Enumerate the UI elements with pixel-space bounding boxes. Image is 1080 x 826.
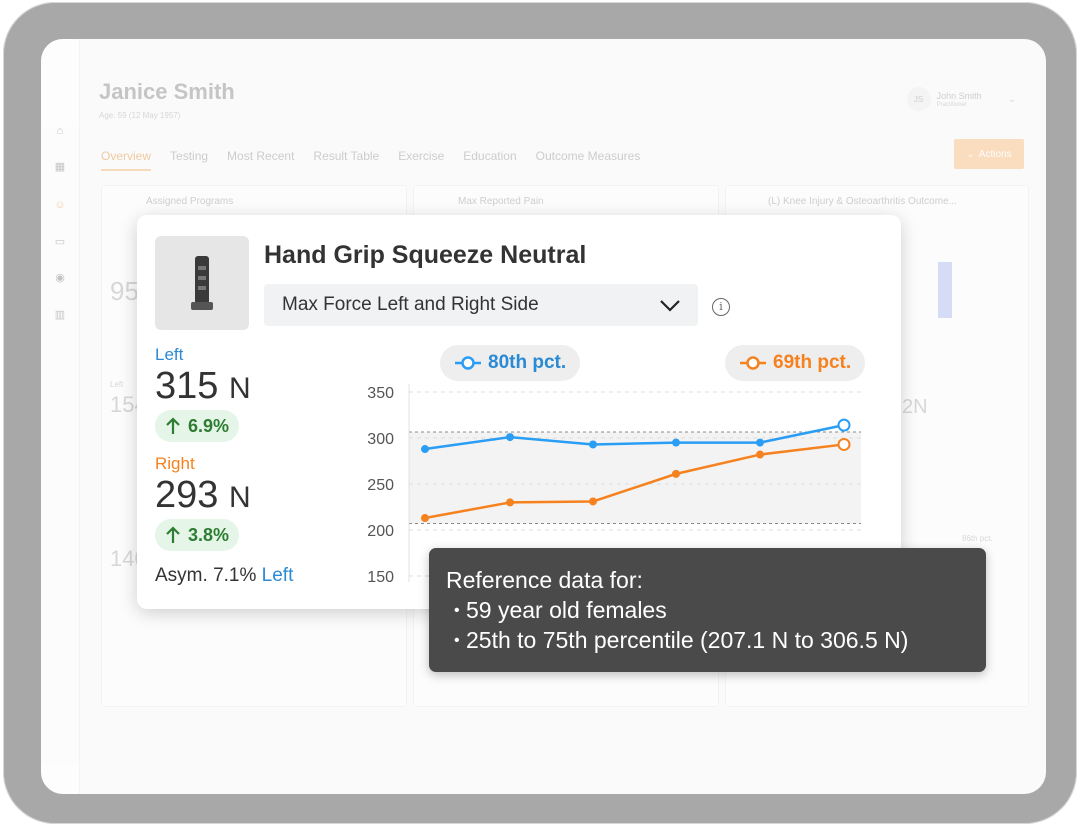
right-value-number: 293: [155, 474, 219, 516]
ghost-pct: 86th pct.: [962, 534, 993, 543]
tab-education[interactable]: Education: [463, 149, 517, 163]
left-value-number: 315: [155, 365, 219, 407]
card-title: (L) Knee Injury & Osteoarthritis Outcome…: [768, 196, 957, 207]
left-change: 6.9%: [188, 415, 230, 436]
exercise-title: Hand Grip Squeeze Neutral: [264, 241, 587, 269]
patient-subtitle: Age: 59 (12 May 1957): [99, 111, 181, 120]
right-label: Right: [155, 454, 195, 473]
right-percentile-badge[interactable]: 69th pct.: [725, 345, 866, 381]
left-value-unit: N: [228, 372, 251, 405]
tab-exercise[interactable]: Exercise: [398, 149, 445, 163]
asymmetry-value: 7.1%: [213, 565, 257, 586]
data-point-right: [421, 514, 429, 523]
sidebar: ⌂ ▦ ☺ ▭ ◉ ▥: [41, 39, 80, 794]
chevron-down-icon: ⌄: [966, 148, 975, 160]
chevron-down-icon: ⌄: [1007, 93, 1016, 105]
actions-label: Actions: [978, 148, 1012, 160]
right-value: 293 N: [155, 474, 251, 517]
right-change-badge: 3.8%: [155, 519, 240, 551]
data-point-left: [589, 440, 597, 449]
left-value: 315 N: [155, 365, 251, 408]
data-point-left: [506, 433, 514, 442]
right-series-marker-icon: [740, 356, 766, 370]
data-point-right: [672, 469, 680, 478]
tab-most-recent[interactable]: Most Recent: [227, 149, 295, 163]
arrow-up-icon: [166, 417, 180, 434]
y-tick-label: 300: [367, 431, 394, 448]
series-line-right: [424, 443, 845, 520]
data-point-left: [837, 418, 851, 432]
left-percentile-badge[interactable]: 80th pct.: [440, 345, 581, 381]
asymmetry-label: Asym.: [155, 565, 208, 586]
right-percentile: 69th pct.: [773, 352, 852, 373]
user-menu[interactable]: JS John Smith Practitioner ⌄: [906, 87, 1016, 111]
data-point-right: [589, 497, 597, 506]
left-change-badge: 6.9%: [155, 410, 240, 442]
data-point-right: [506, 498, 514, 507]
bullet-icon: •: [454, 602, 460, 619]
info-icon[interactable]: i: [712, 298, 730, 316]
asymmetry-side: Left: [261, 565, 294, 586]
card-title: Assigned Programs: [146, 196, 234, 207]
bullet-icon: •: [454, 632, 460, 649]
calendar-icon[interactable]: ▭: [54, 236, 66, 248]
patient-name: Janice Smith: [99, 79, 235, 104]
user-role: Practitioner: [936, 101, 967, 108]
grid-icon[interactable]: ▦: [54, 161, 66, 173]
left-percentile: 80th pct.: [488, 352, 567, 373]
reference-band: [409, 432, 861, 524]
tooltip-line-2-text: 25th to 75th percentile (207.1 N to 306.…: [466, 627, 909, 653]
grip-device-icon: [191, 256, 213, 310]
reference-tooltip: Reference data for: • 59 year old female…: [429, 548, 986, 672]
tab-overview[interactable]: Overview: [101, 149, 152, 171]
y-tick-label: 200: [367, 523, 394, 540]
user-name: John Smith: [936, 90, 982, 101]
y-tick-label: 350: [367, 385, 394, 402]
data-point-right: [837, 437, 851, 451]
tooltip-line-1-text: 59 year old females: [466, 597, 667, 623]
series-line-left: [424, 423, 845, 451]
tab-result-table[interactable]: Result Table: [313, 149, 380, 163]
avatar: JS: [906, 87, 931, 111]
chevron-down-icon: [660, 300, 680, 312]
data-point-right: [756, 450, 764, 459]
y-tick-label: 250: [367, 477, 394, 494]
tooltip-line-2: • 25th to 75th percentile (207.1 N to 30…: [454, 627, 908, 654]
metric-select-value: Max Force Left and Right Side: [282, 294, 539, 315]
tab-testing[interactable]: Testing: [170, 149, 209, 163]
right-value-unit: N: [228, 481, 251, 514]
tab-bar: Overview Testing Most Recent Result Tabl…: [101, 149, 640, 171]
exercise-thumbnail: [155, 236, 249, 330]
right-change: 3.8%: [188, 524, 230, 545]
ghost-bar: [938, 262, 952, 318]
ghost-value: 2N: [902, 396, 928, 418]
users-icon[interactable]: ☺: [54, 199, 66, 211]
left-series-marker-icon: [455, 356, 481, 370]
tab-outcome-measures[interactable]: Outcome Measures: [535, 149, 641, 163]
camera-icon[interactable]: ◉: [55, 272, 65, 284]
ghost-value: 95: [110, 276, 139, 306]
asymmetry: Asym. 7.1% Left: [155, 565, 293, 587]
card-title: Max Reported Pain: [458, 196, 544, 207]
data-point-left: [672, 438, 680, 447]
tooltip-line-1: • 59 year old females: [454, 597, 667, 624]
left-label: Left: [155, 345, 184, 364]
ghost-label: Left: [110, 380, 124, 389]
home-icon[interactable]: ⌂: [56, 125, 64, 137]
arrow-up-icon: [166, 526, 180, 543]
data-point-left: [756, 438, 764, 447]
metric-select[interactable]: Max Force Left and Right Side: [264, 284, 698, 326]
data-point-left: [421, 445, 429, 454]
chart-icon[interactable]: ▥: [54, 309, 66, 321]
tooltip-heading: Reference data for:: [446, 567, 643, 593]
actions-button[interactable]: ⌄ Actions: [954, 139, 1024, 169]
y-tick-label: 150: [367, 569, 394, 586]
